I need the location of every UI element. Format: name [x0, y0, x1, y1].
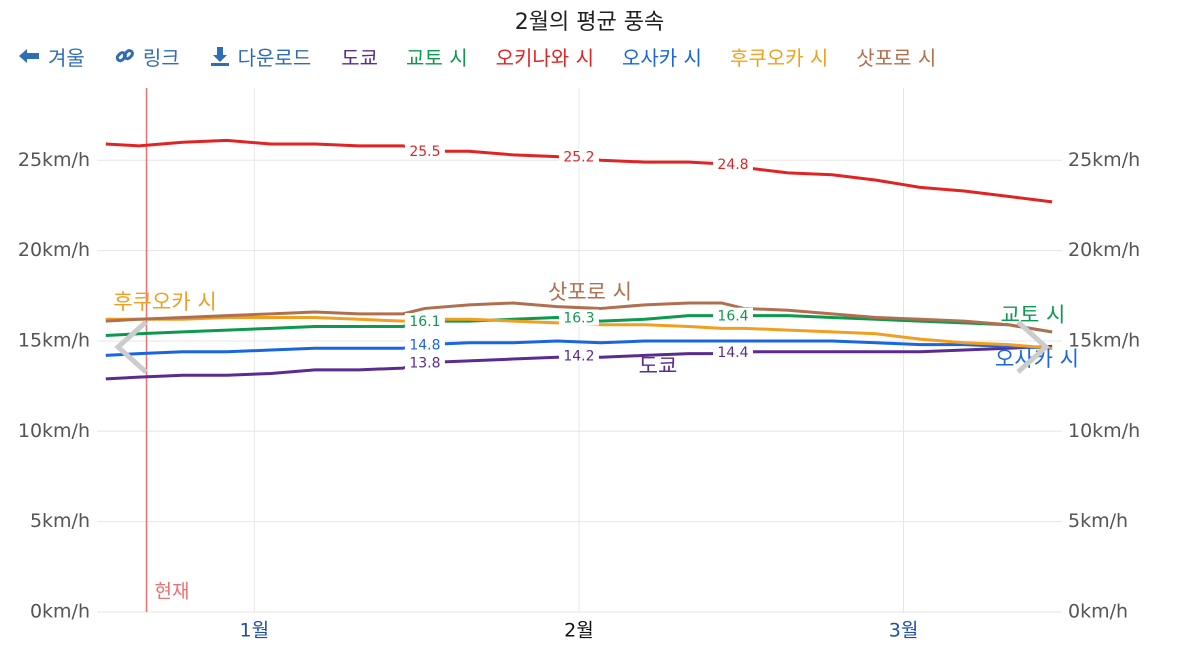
- nav-left[interactable]: [114, 320, 148, 374]
- button-label: 겨울: [48, 45, 85, 70]
- data-label: 16.4: [717, 309, 748, 325]
- label-bg: [404, 313, 445, 330]
- data-label: 13.8: [409, 356, 440, 372]
- y-tick-label: 0km/h: [30, 601, 90, 623]
- y2-tick-label: 25km/h: [1068, 149, 1140, 171]
- toolbar: 겨울 링크 다운로드 도쿄 교토 시 오키나와 시 오사카 시 후쿠오카 시 삿포로 시: [0, 38, 1179, 74]
- y2-tick-label: 0km/h: [1068, 601, 1128, 623]
- back-button[interactable]: 겨울: [18, 42, 85, 71]
- header: 2월의 평균 풍속 겨울 링크 다운로드 도쿄 교토 시 오키나와 시 오사카 시 후쿠…: [0, 0, 1179, 74]
- label-bg: [558, 347, 599, 364]
- series-line: [105, 339, 1053, 357]
- data-label: 24.8: [717, 157, 748, 173]
- button-label: 링크: [142, 45, 180, 70]
- y2-tick-label: 15km/h: [1068, 329, 1140, 351]
- legend: 도쿄 교토 시 오키나와 시 오사카 시 후쿠오카 시 삿포로 시: [341, 42, 936, 71]
- data-label: 25.2: [563, 150, 594, 166]
- chart-title: 2월의 평균 풍속: [514, 10, 665, 35]
- download-button[interactable]: 다운로드: [210, 42, 312, 71]
- y2-tick-label: 20km/h: [1068, 239, 1140, 261]
- data-label: 14.8: [409, 338, 440, 354]
- label-bg: [404, 354, 445, 371]
- label-bg: [404, 143, 445, 160]
- marker-label: 현재: [155, 581, 190, 603]
- x-tick-label: 3월: [889, 620, 919, 642]
- button-label: 다운로드: [237, 45, 312, 70]
- y-tick-label: 15km/h: [18, 329, 90, 351]
- icon: [115, 49, 134, 63]
- label-bg: [558, 148, 599, 165]
- nav-right[interactable]: [1016, 320, 1050, 374]
- label-bg: [712, 155, 753, 172]
- y-tick-label: 10km/h: [18, 420, 90, 442]
- data-label: 25.5: [409, 144, 440, 160]
- series-name-label: 도쿄: [639, 354, 678, 378]
- data-label: 14.2: [563, 348, 594, 364]
- link-button[interactable]: 링크: [115, 42, 180, 71]
- y-tick-label: 20km/h: [18, 239, 90, 261]
- x-tick-label: 2월: [564, 620, 594, 642]
- icon: [210, 47, 229, 66]
- y-tick-label: 5km/h: [30, 510, 90, 532]
- data-label: 16.1: [409, 314, 440, 330]
- y2-tick-label: 10km/h: [1068, 420, 1140, 442]
- label-bg: [712, 307, 753, 324]
- legend-item[interactable]: 오사카 시: [621, 45, 702, 70]
- label-bg: [404, 336, 445, 353]
- legend-item[interactable]: 교토 시: [406, 45, 468, 70]
- series-name-label: 교토 시: [1001, 303, 1066, 327]
- y2-tick-label: 5km/h: [1068, 510, 1128, 532]
- series-line: [105, 301, 1053, 334]
- legend-item[interactable]: 후쿠오카 시: [729, 45, 829, 70]
- label-bg: [558, 309, 599, 326]
- data-label: 16.3: [563, 310, 594, 326]
- y-tick-label: 25km/h: [18, 149, 90, 171]
- icon: [19, 49, 39, 63]
- legend-item[interactable]: 오키나와 시: [495, 45, 594, 70]
- legend-item[interactable]: 도쿄: [341, 45, 379, 70]
- legend-item[interactable]: 삿포로 시: [856, 45, 937, 70]
- x-tick-label: 1월: [240, 620, 270, 642]
- label-bg: [712, 343, 753, 360]
- series-name-label: 삿포로 시: [548, 280, 632, 304]
- series-name-label: 오사카 시: [995, 347, 1079, 371]
- data-label: 14.4: [717, 345, 748, 361]
- series-name-label: 후쿠오카 시: [113, 290, 216, 314]
